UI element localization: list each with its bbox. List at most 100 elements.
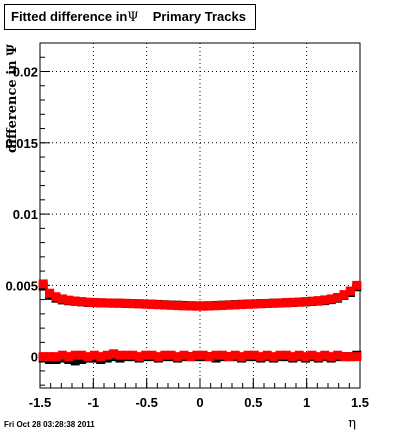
data-point <box>64 295 74 305</box>
data-point <box>70 296 80 306</box>
data-point <box>166 350 176 360</box>
data-point <box>96 298 106 308</box>
data-point <box>51 292 61 302</box>
data-point <box>230 300 240 310</box>
y-tick-label: 0 <box>31 350 38 365</box>
x-tick-label: -1 <box>88 395 100 410</box>
data-point <box>179 301 189 311</box>
data-point <box>301 352 311 362</box>
data-point <box>70 356 80 366</box>
data-point <box>237 300 247 310</box>
data-point <box>294 350 304 360</box>
data-point <box>307 296 317 306</box>
data-point <box>185 301 195 311</box>
data-point <box>256 352 266 362</box>
data-point <box>121 298 131 308</box>
data-point <box>288 297 298 307</box>
data-point <box>320 295 330 305</box>
data-point <box>153 352 163 362</box>
y-tick-label: 0.015 <box>5 136 38 151</box>
axis-ticks <box>39 56 361 388</box>
timestamp-footer: Fri Oct 28 03:28:38 2011 <box>4 420 95 429</box>
data-point <box>339 352 349 362</box>
data-point <box>288 352 298 362</box>
data-point <box>38 352 48 362</box>
data-point <box>192 350 202 360</box>
data-point <box>153 300 163 310</box>
data-point <box>173 352 183 362</box>
data-point <box>134 299 144 309</box>
data-point <box>160 350 170 360</box>
data-point <box>224 352 234 362</box>
data-point <box>160 300 170 310</box>
data-point <box>217 350 227 360</box>
data-point <box>352 280 362 290</box>
data-point <box>115 350 125 360</box>
data-point <box>185 352 195 362</box>
data-point <box>128 299 138 309</box>
data-point <box>205 301 215 311</box>
data-point <box>230 350 240 360</box>
data-point <box>320 350 330 360</box>
grid-lines <box>40 43 360 388</box>
data-point <box>256 299 266 309</box>
y-tick-label: 0.02 <box>13 65 38 80</box>
x-tick-label: -0.5 <box>135 395 157 410</box>
data-point <box>211 301 221 311</box>
data-point <box>77 350 87 360</box>
data-point <box>262 350 272 360</box>
data-point <box>109 349 119 359</box>
tick-labels: -1.5 -1 -0.5 0 0.5 1 1.5 0 0.005 0.01 0.015 0.02 <box>5 65 369 410</box>
data-point <box>211 350 221 360</box>
data-point <box>121 350 131 360</box>
data-point <box>115 298 125 308</box>
data-point <box>281 298 291 308</box>
data-point <box>89 297 99 307</box>
data-point <box>38 279 48 289</box>
data-point <box>313 352 323 362</box>
data-point <box>249 299 259 309</box>
data-point <box>83 297 93 307</box>
data-point <box>326 352 336 362</box>
data-point <box>134 352 144 362</box>
data-point <box>281 350 291 360</box>
title-sub: Primary Tracks <box>152 9 246 24</box>
data-point <box>45 352 55 362</box>
y-axis-title: difference in Ψ <box>5 44 20 153</box>
data-point <box>307 350 317 360</box>
data-point <box>262 298 272 308</box>
data-point <box>198 301 208 311</box>
x-axis-title: η <box>348 416 356 431</box>
data-point <box>96 352 106 362</box>
x-tick-label: 1 <box>303 395 310 410</box>
y-tick-label: 0.01 <box>13 207 38 222</box>
x-tick-label: 1.5 <box>351 395 369 410</box>
data-point <box>70 350 80 360</box>
data-point <box>128 350 138 360</box>
title-main: Fitted difference in <box>11 9 128 24</box>
data-point <box>57 294 67 304</box>
data-point <box>326 294 336 304</box>
data-point <box>352 352 362 362</box>
data-point <box>275 298 285 308</box>
data-point <box>269 298 279 308</box>
y-tick-label: 0.005 <box>5 278 38 293</box>
data-markers <box>38 279 362 366</box>
data-point <box>166 300 176 310</box>
data-point <box>102 350 112 360</box>
data-point <box>333 292 343 302</box>
title-psi: Ψ <box>127 10 139 25</box>
data-point <box>301 297 311 307</box>
data-point <box>275 350 285 360</box>
data-point <box>243 299 253 309</box>
data-point <box>141 350 151 360</box>
data-point <box>294 297 304 307</box>
x-tick-label: 0 <box>196 395 203 410</box>
data-point <box>141 299 151 309</box>
data-point <box>89 350 99 360</box>
data-point <box>345 286 355 296</box>
data-point <box>237 352 247 362</box>
x-tick-label: 0.5 <box>244 395 262 410</box>
data-point <box>217 300 227 310</box>
